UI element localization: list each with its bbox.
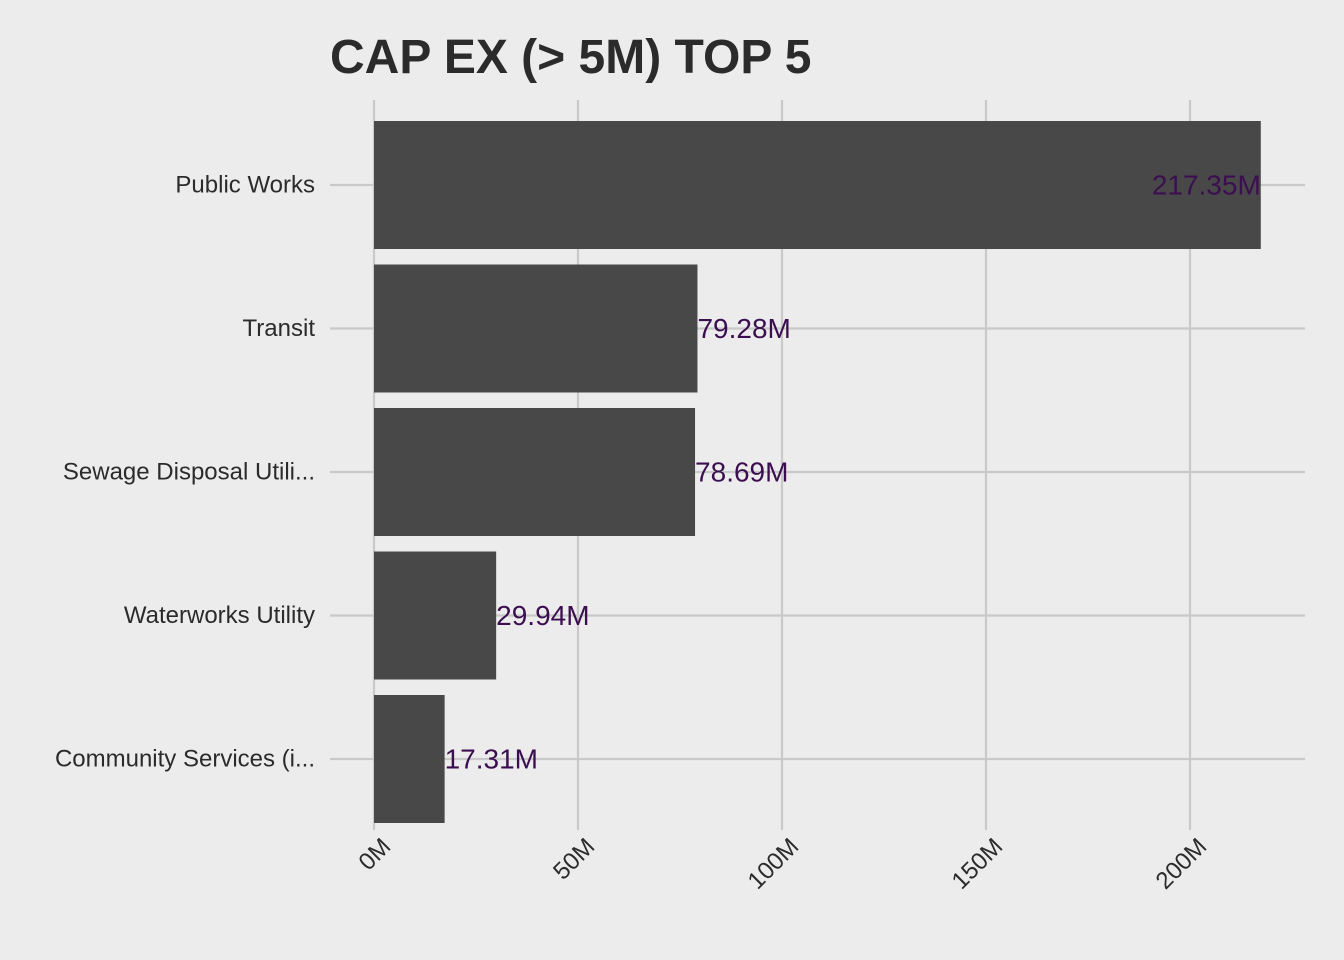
bar — [374, 408, 696, 536]
bars-layer — [374, 121, 1261, 823]
x-tick-label: 100M — [743, 833, 805, 895]
x-tick-label: 150M — [947, 833, 1009, 895]
x-tick-label: 200M — [1151, 833, 1213, 895]
category-label: Public Works — [175, 172, 315, 199]
category-label: Waterworks Utility — [124, 602, 315, 629]
category-label: Transit — [243, 315, 316, 342]
bar — [374, 551, 497, 680]
category-label: Community Services (i... — [55, 746, 315, 773]
value-label: 78.69M — [695, 457, 788, 488]
value-label: 29.94M — [496, 600, 589, 631]
value-label: 79.28M — [697, 313, 790, 344]
bar — [374, 264, 698, 393]
chart-title: CAP EX (> 5M) TOP 5 — [330, 31, 812, 84]
value-label: 217.35M — [1152, 170, 1261, 201]
bar — [374, 695, 445, 823]
x-tick-label: 50M — [548, 833, 600, 885]
value-label: 17.31M — [445, 744, 538, 775]
bar — [374, 121, 1261, 249]
category-label: Sewage Disposal Utili... — [63, 459, 315, 486]
x-tick-label: 0M — [354, 833, 397, 876]
